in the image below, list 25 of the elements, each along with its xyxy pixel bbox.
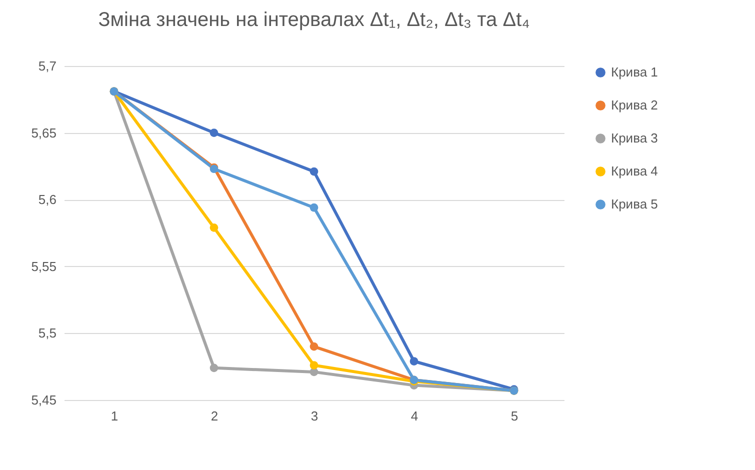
point: [310, 342, 318, 351]
x-tick-label: 2: [210, 408, 218, 424]
point: [410, 357, 418, 366]
point: [310, 361, 318, 370]
legend-label: Крива 3: [611, 130, 658, 146]
y-tick-label: 5,7: [38, 58, 56, 74]
y-tick-label: 5,65: [31, 125, 56, 140]
point: [310, 167, 318, 176]
point: [310, 203, 318, 212]
x-tick-label: 4: [410, 408, 418, 424]
point: [210, 223, 218, 232]
y-tick-label: 5,5: [38, 326, 56, 341]
legend-label: Крива 1: [611, 64, 658, 80]
y-tick-label: 5,45: [31, 392, 56, 408]
legend-label: Крива 5: [611, 196, 658, 212]
legend-label: Крива 4: [611, 164, 658, 178]
x-tick-label: 1: [110, 408, 118, 424]
x-tick-label: 3: [310, 408, 318, 424]
y-tick-label: 5,6: [38, 192, 56, 208]
point: [210, 128, 218, 137]
chart-title: Зміна значень на інтервалах Δt₁, Δt₂, Δt₃ та Δt₄: [98, 9, 530, 31]
x-tick-label: 5: [510, 408, 518, 424]
point: [210, 364, 218, 372]
legend-label: Крива 2: [611, 98, 658, 112]
y-tick-label: 5,55: [31, 258, 56, 274]
